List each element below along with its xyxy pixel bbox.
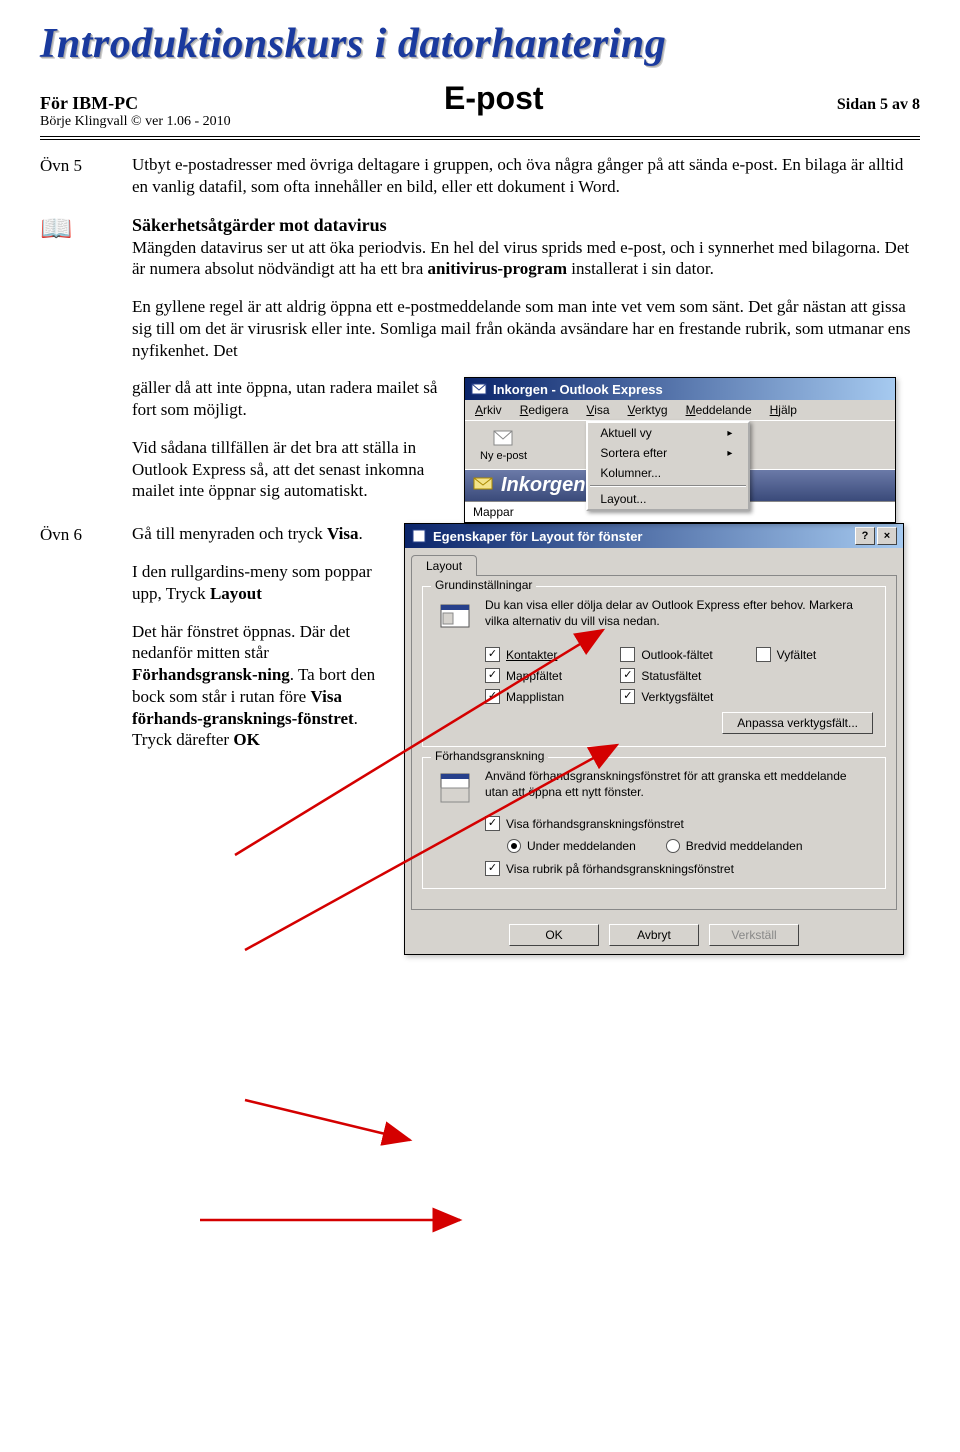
group1-text: Du kan visa eller dölja delar av Outlook… (485, 597, 873, 629)
menu-redigera[interactable]: Redigera (520, 403, 569, 417)
menu-meddelande[interactable]: Meddelande (686, 403, 752, 417)
radio-bredvid[interactable]: Bredvid meddelanden (666, 839, 803, 853)
dialog-title: Egenskaper för Layout för fönster (433, 529, 642, 544)
chk-outlookfaltet[interactable]: Outlook-fältet (620, 647, 737, 662)
outlook-menubar: Arkiv Redigera Visa Aktuell vy Sortera e… (465, 400, 895, 420)
menu-visa[interactable]: Visa Aktuell vy Sortera efter Kolumner..… (586, 403, 609, 417)
p4-text: Vid sådana tillfällen är det bra att stä… (132, 437, 452, 502)
group-forhandsgranskning: Förhandsgranskning Använd förhandsgransk… (422, 757, 886, 889)
page-header: För IBM-PC Börje Klingvall © ver 1.06 - … (40, 80, 920, 130)
apply-button[interactable]: Verkställ (709, 924, 799, 946)
chk-visa-forhandsgranskning[interactable]: ✓Visa förhandsgranskningsfönstret (485, 816, 873, 831)
layout-dialog: Egenskaper för Layout för fönster ? × La… (404, 523, 904, 955)
section-title: E-post (151, 80, 837, 117)
new-mail-button[interactable]: Ny e-post (473, 425, 534, 465)
dropdown-separator (590, 485, 746, 487)
chk-vyfaltet[interactable]: Vyfältet (756, 647, 873, 662)
p1-text: Utbyt e-postadresser med övriga deltagar… (132, 155, 778, 174)
outlook-window: Inkorgen - Outlook Express Arkiv Rediger… (464, 377, 896, 523)
subfolder-label: Mappar (473, 505, 514, 519)
group1-title: Grundinställningar (431, 578, 536, 592)
book-icon: 📖 (40, 214, 120, 297)
header-rule (40, 136, 920, 140)
chk-mappfaltet[interactable]: ✓Mappfältet (485, 668, 602, 683)
settings-icon (435, 597, 475, 637)
group2-title: Förhandsgranskning (431, 749, 548, 763)
dialog-titlebar: Egenskaper för Layout för fönster ? × (405, 524, 903, 548)
p5: Gå till menyraden och tryck Visa. (132, 523, 392, 545)
inbox-icon (473, 474, 493, 497)
menu-visa-label: Visa (586, 403, 609, 417)
tabstrip: Layout (405, 548, 903, 575)
p2-bold: anitivirus-program (428, 259, 567, 278)
visa-dropdown: Aktuell vy Sortera efter Kolumner... Lay… (586, 421, 750, 511)
menu-verktyg[interactable]: Verktyg (628, 403, 668, 417)
outlook-title: Inkorgen - Outlook Express (493, 382, 663, 397)
radio-under[interactable]: Under meddelanden (507, 839, 636, 853)
chk-statusfaltet[interactable]: ✓Statusfältet (620, 668, 737, 683)
chk-verktygsfaltet[interactable]: ✓Verktygsfältet (620, 689, 737, 704)
new-mail-icon (490, 428, 518, 450)
p3-wrap: gäller då att inte öppna, utan radera ma… (132, 377, 452, 421)
security-heading: Säkerhetsåtgärder mot datavirus (132, 214, 920, 237)
menu-arkiv[interactable]: Arkiv (475, 403, 502, 417)
checks-grid: ✓Kontakter Outlook-fältet Vyfältet ✓Mapp… (485, 647, 873, 704)
dropdown-aktuell-vy[interactable]: Aktuell vy (588, 423, 748, 443)
new-mail-label: Ny e-post (480, 450, 527, 462)
chk-mapplistan[interactable]: ✓Mapplistan (485, 689, 602, 704)
p7: Det här fönstret öppnas. Där det nedanfö… (132, 621, 392, 752)
customize-toolbar-button[interactable]: Anpassa verktygsfält... (722, 712, 873, 734)
p6: I den rullgardins-meny som poppar upp, T… (132, 561, 392, 605)
dropdown-layout[interactable]: Layout... (588, 489, 748, 509)
exercise-6-label: Övn 6 (40, 523, 120, 955)
close-button[interactable]: × (877, 527, 897, 545)
dialog-buttons: OK Avbryt Verkställ (405, 916, 903, 954)
security-section: Säkerhetsåtgärder mot datavirus Mängden … (132, 214, 920, 281)
outlook-titlebar: Inkorgen - Outlook Express (465, 378, 895, 400)
folder-label: Inkorgen (501, 474, 585, 497)
golden-rule-text: En gyllene regel är att aldrig öppna ett… (132, 296, 920, 361)
exercise-5-text: Utbyt e-postadresser med övriga deltagar… (132, 154, 920, 198)
page-number: Sidan 5 av 8 (837, 96, 920, 114)
tab-panel: Grundinställningar Du kan visa eller döl… (411, 575, 897, 910)
chk-kontakter[interactable]: ✓Kontakter (485, 647, 602, 662)
help-button[interactable]: ? (855, 527, 875, 545)
dropdown-sortera[interactable]: Sortera efter (588, 443, 748, 463)
chk-visa-rubrik[interactable]: ✓Visa rubrik på förhandsgranskningsfönst… (485, 861, 873, 876)
dialog-icon (411, 528, 427, 544)
preview-icon (435, 768, 475, 808)
p2-tail: installerat i sin dator. (567, 259, 714, 278)
ok-button[interactable]: OK (509, 924, 599, 946)
dropdown-kolumner[interactable]: Kolumner... (588, 463, 748, 483)
page-title: Introduktionskurs i datorhantering (40, 20, 920, 68)
layout-tab[interactable]: Layout (411, 555, 477, 576)
app-icon (471, 381, 487, 397)
menu-hjalp[interactable]: Hjälp (770, 403, 797, 417)
group-grundinstallningar: Grundinställningar Du kan visa eller döl… (422, 586, 886, 747)
group2-text: Använd förhandsgranskningsfönstret för a… (485, 768, 873, 800)
cancel-button[interactable]: Avbryt (609, 924, 699, 946)
exercise-5-label: Övn 5 (40, 154, 120, 214)
